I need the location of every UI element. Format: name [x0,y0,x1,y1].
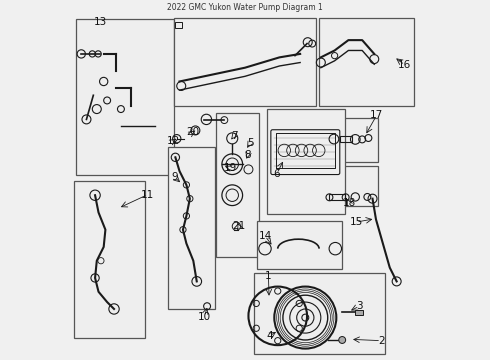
Text: 17: 17 [370,110,383,120]
Text: 19: 19 [224,163,237,174]
Bar [324,118,378,162]
Text: 6: 6 [273,169,280,179]
Text: 21: 21 [232,221,245,230]
Text: 16: 16 [398,60,412,70]
Bar [268,109,345,214]
Text: 18: 18 [343,198,356,208]
Text: 7: 7 [231,131,237,141]
Text: 13: 13 [94,17,107,27]
Text: 12: 12 [167,136,180,146]
Text: 20: 20 [186,127,199,138]
Text: 15: 15 [349,217,363,227]
Text: 14: 14 [258,231,271,241]
Bar [324,166,378,206]
Title: 2022 GMC Yukon Water Pump Diagram 1: 2022 GMC Yukon Water Pump Diagram 1 [167,3,323,12]
Text: 2: 2 [378,336,385,346]
Bar [257,221,342,269]
Text: 5: 5 [247,138,253,148]
Bar [355,310,363,315]
Text: 10: 10 [198,311,211,321]
Bar [168,147,215,309]
Bar [340,136,352,143]
Bar [254,273,385,354]
Bar [329,194,345,201]
Bar [74,181,145,338]
Bar [76,19,174,175]
Text: 4: 4 [267,331,273,341]
Text: 3: 3 [356,301,363,311]
Bar [216,113,259,257]
Text: 11: 11 [141,189,154,199]
Bar [319,18,414,105]
Text: 9: 9 [172,172,178,182]
Bar [175,22,182,28]
Circle shape [339,337,345,343]
Bar [174,18,316,105]
Text: 8: 8 [245,150,251,160]
Text: 1: 1 [265,271,272,281]
